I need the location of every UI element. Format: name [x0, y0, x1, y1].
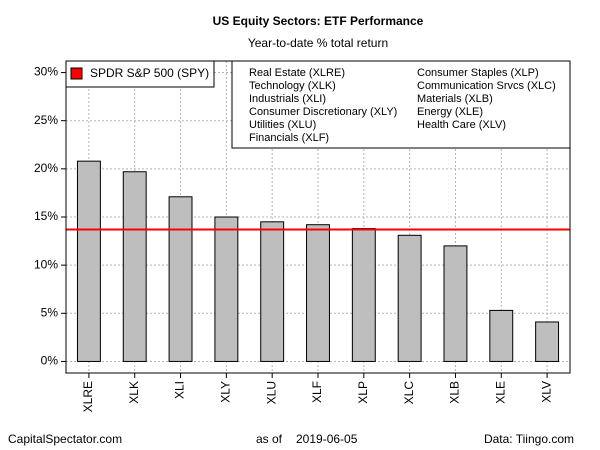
bar [535, 321, 560, 362]
sector-legend-box [231, 60, 571, 149]
bar [397, 234, 422, 362]
x-tick-label: XLI [173, 381, 187, 399]
sector-legend-label: Communication Srvcs (XLC) [417, 80, 556, 92]
x-tick-label: XLRE [81, 381, 95, 412]
sector-legend-label: Financials (XLF) [249, 132, 329, 144]
sector-legend-label: Utilities (XLU) [249, 119, 316, 131]
bar [489, 309, 514, 362]
x-tick-label: XLP [356, 381, 370, 404]
legend-box [65, 60, 215, 88]
y-tick-label: 5% [41, 305, 59, 319]
x-tick-label: XLV [539, 381, 553, 403]
bar [76, 160, 101, 362]
sector-legend-label: Energy (XLE) [417, 106, 483, 118]
x-tick-label: XLF [310, 381, 324, 403]
footer-date: 2019-06-05 [296, 432, 358, 446]
y-tick-label: 20% [34, 161, 58, 175]
footer-as-of: as of [256, 432, 283, 446]
bar [306, 224, 330, 362]
x-tick-label: XLU [264, 381, 278, 404]
x-tick-label: XLC [402, 381, 416, 405]
bar [168, 196, 193, 362]
x-tick-label: XLK [127, 381, 141, 404]
bar [351, 228, 376, 362]
sector-legend-label: Materials (XLB) [417, 93, 493, 105]
y-tick-label: 25% [34, 113, 58, 127]
sector-legend-label: Consumer Staples (XLP) [417, 67, 539, 79]
x-tick-label: XLY [219, 381, 233, 403]
y-tick-label: 15% [34, 209, 58, 223]
chart-subtitle: Year-to-date % total return [248, 36, 388, 50]
chart-title: US Equity Sectors: ETF Performance [213, 14, 424, 28]
footer-right: Data: Tiingo.com [484, 432, 574, 446]
y-tick-label: 0% [41, 354, 59, 368]
bar [260, 221, 285, 362]
y-tick-label: 30% [34, 65, 58, 79]
x-tick-label: XLB [448, 381, 462, 404]
sector-legend-label: Industrials (XLI) [249, 93, 326, 105]
legend-swatch [70, 67, 83, 80]
footer-left: CapitalSpectator.com [8, 432, 122, 446]
sector-legend-label: Technology (XLK) [249, 80, 336, 92]
bar [122, 171, 147, 362]
sector-legend-label: Real Estate (XLRE) [249, 67, 345, 79]
bar [443, 245, 468, 362]
legend-label: SPDR S&P 500 (SPY) [90, 66, 209, 80]
x-tick-label: XLE [493, 381, 507, 404]
bar [214, 216, 239, 362]
y-tick-label: 10% [34, 257, 58, 271]
sector-legend-label: Health Care (XLV) [417, 119, 506, 131]
sector-legend-label: Consumer Discretionary (XLY) [249, 106, 397, 118]
